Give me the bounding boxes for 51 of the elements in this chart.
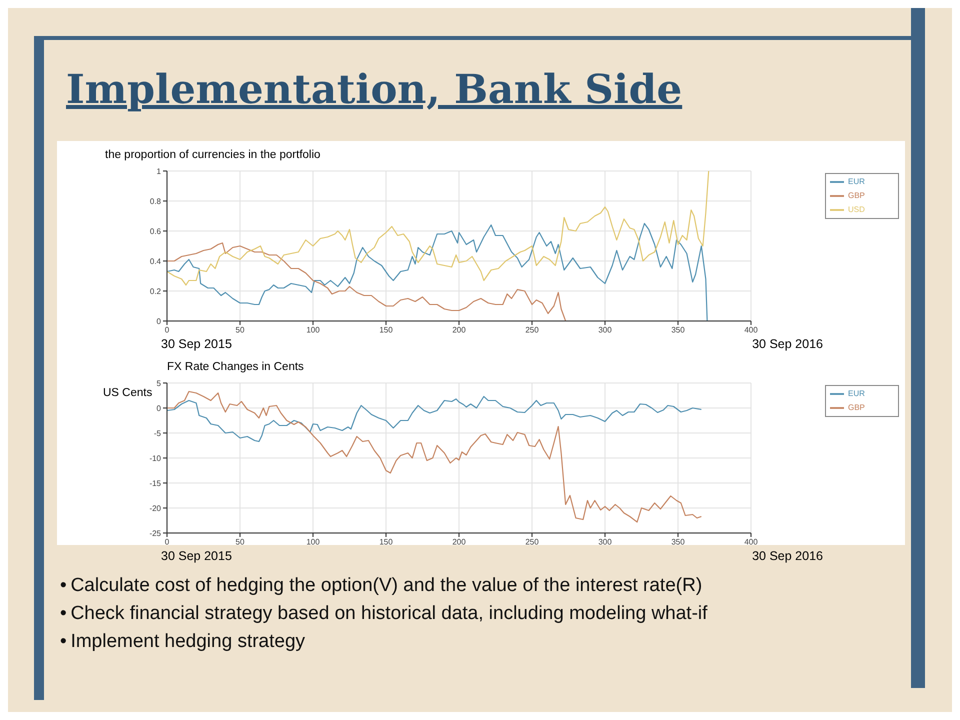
legend-label: GBP xyxy=(848,191,865,200)
text: • Check financial strategy based on historical data, including modeling what-if xyxy=(60,602,708,626)
y-tick-label: 0 xyxy=(156,404,162,413)
x-tick-label: 350 xyxy=(671,538,686,547)
chart-title: the proportion of currencies in the portfolio xyxy=(105,149,320,161)
x-tick-label: 50 xyxy=(236,538,245,547)
chart-title: FX Rate Changes in Cents xyxy=(167,361,304,373)
x-tick-label: 300 xyxy=(598,538,612,547)
text: • Implement hedging strategy xyxy=(60,630,306,654)
x-tick-label: 300 xyxy=(598,326,612,335)
x-tick-label: 150 xyxy=(379,326,394,335)
y-tick-label: -15 xyxy=(149,478,162,488)
y-tick-label: -25 xyxy=(149,528,162,538)
x-tick-label: 200 xyxy=(452,326,466,335)
y-tick-label: -10 xyxy=(149,454,162,463)
y-tick-label: 0.2 xyxy=(150,286,162,296)
y-tick-label: 0 xyxy=(156,316,162,326)
y-tick-label: 0.6 xyxy=(150,226,162,236)
x-tick-label: 350 xyxy=(671,326,686,335)
legend-label: USD xyxy=(848,205,865,214)
x-tick-label: 250 xyxy=(525,538,540,547)
line-series xyxy=(167,396,702,442)
text: 30 Sep 2015 xyxy=(161,549,232,563)
line-series xyxy=(167,171,710,286)
y-tick-label: 0.8 xyxy=(150,196,162,206)
text: 30 Sep 2015 xyxy=(161,337,232,351)
x-tick-label: 250 xyxy=(525,326,540,335)
line-series xyxy=(167,222,708,321)
x-tick-label: 150 xyxy=(379,538,394,547)
y-axis-title: US Cents xyxy=(103,387,152,399)
text: 30 Sep 2016 xyxy=(752,337,823,351)
text: • Calculate cost of hedging the option(V) and the value of the interest rate(R) xyxy=(60,574,704,598)
x-tick-label: 400 xyxy=(744,326,758,335)
x-tick-label: 100 xyxy=(306,538,320,547)
y-tick-label: 5 xyxy=(156,378,162,388)
text: 30 Sep 2016 xyxy=(752,549,823,563)
text: Implementation, Bank Side xyxy=(66,66,682,113)
y-tick-label: 0.4 xyxy=(150,256,162,266)
legend-label: EUR xyxy=(848,177,865,186)
y-tick-label: -5 xyxy=(154,428,162,438)
x-tick-label: 0 xyxy=(164,538,170,547)
line-series xyxy=(167,390,702,523)
legend-label: GBP xyxy=(848,403,865,412)
x-tick-label: 100 xyxy=(306,326,320,335)
x-tick-label: 200 xyxy=(452,538,466,547)
y-tick-label: -20 xyxy=(149,504,162,513)
x-tick-label: 50 xyxy=(236,326,245,335)
y-tick-label: 1 xyxy=(156,166,162,176)
x-tick-label: 400 xyxy=(744,538,758,547)
legend-label: EUR xyxy=(848,389,865,398)
x-tick-label: 0 xyxy=(164,326,170,335)
